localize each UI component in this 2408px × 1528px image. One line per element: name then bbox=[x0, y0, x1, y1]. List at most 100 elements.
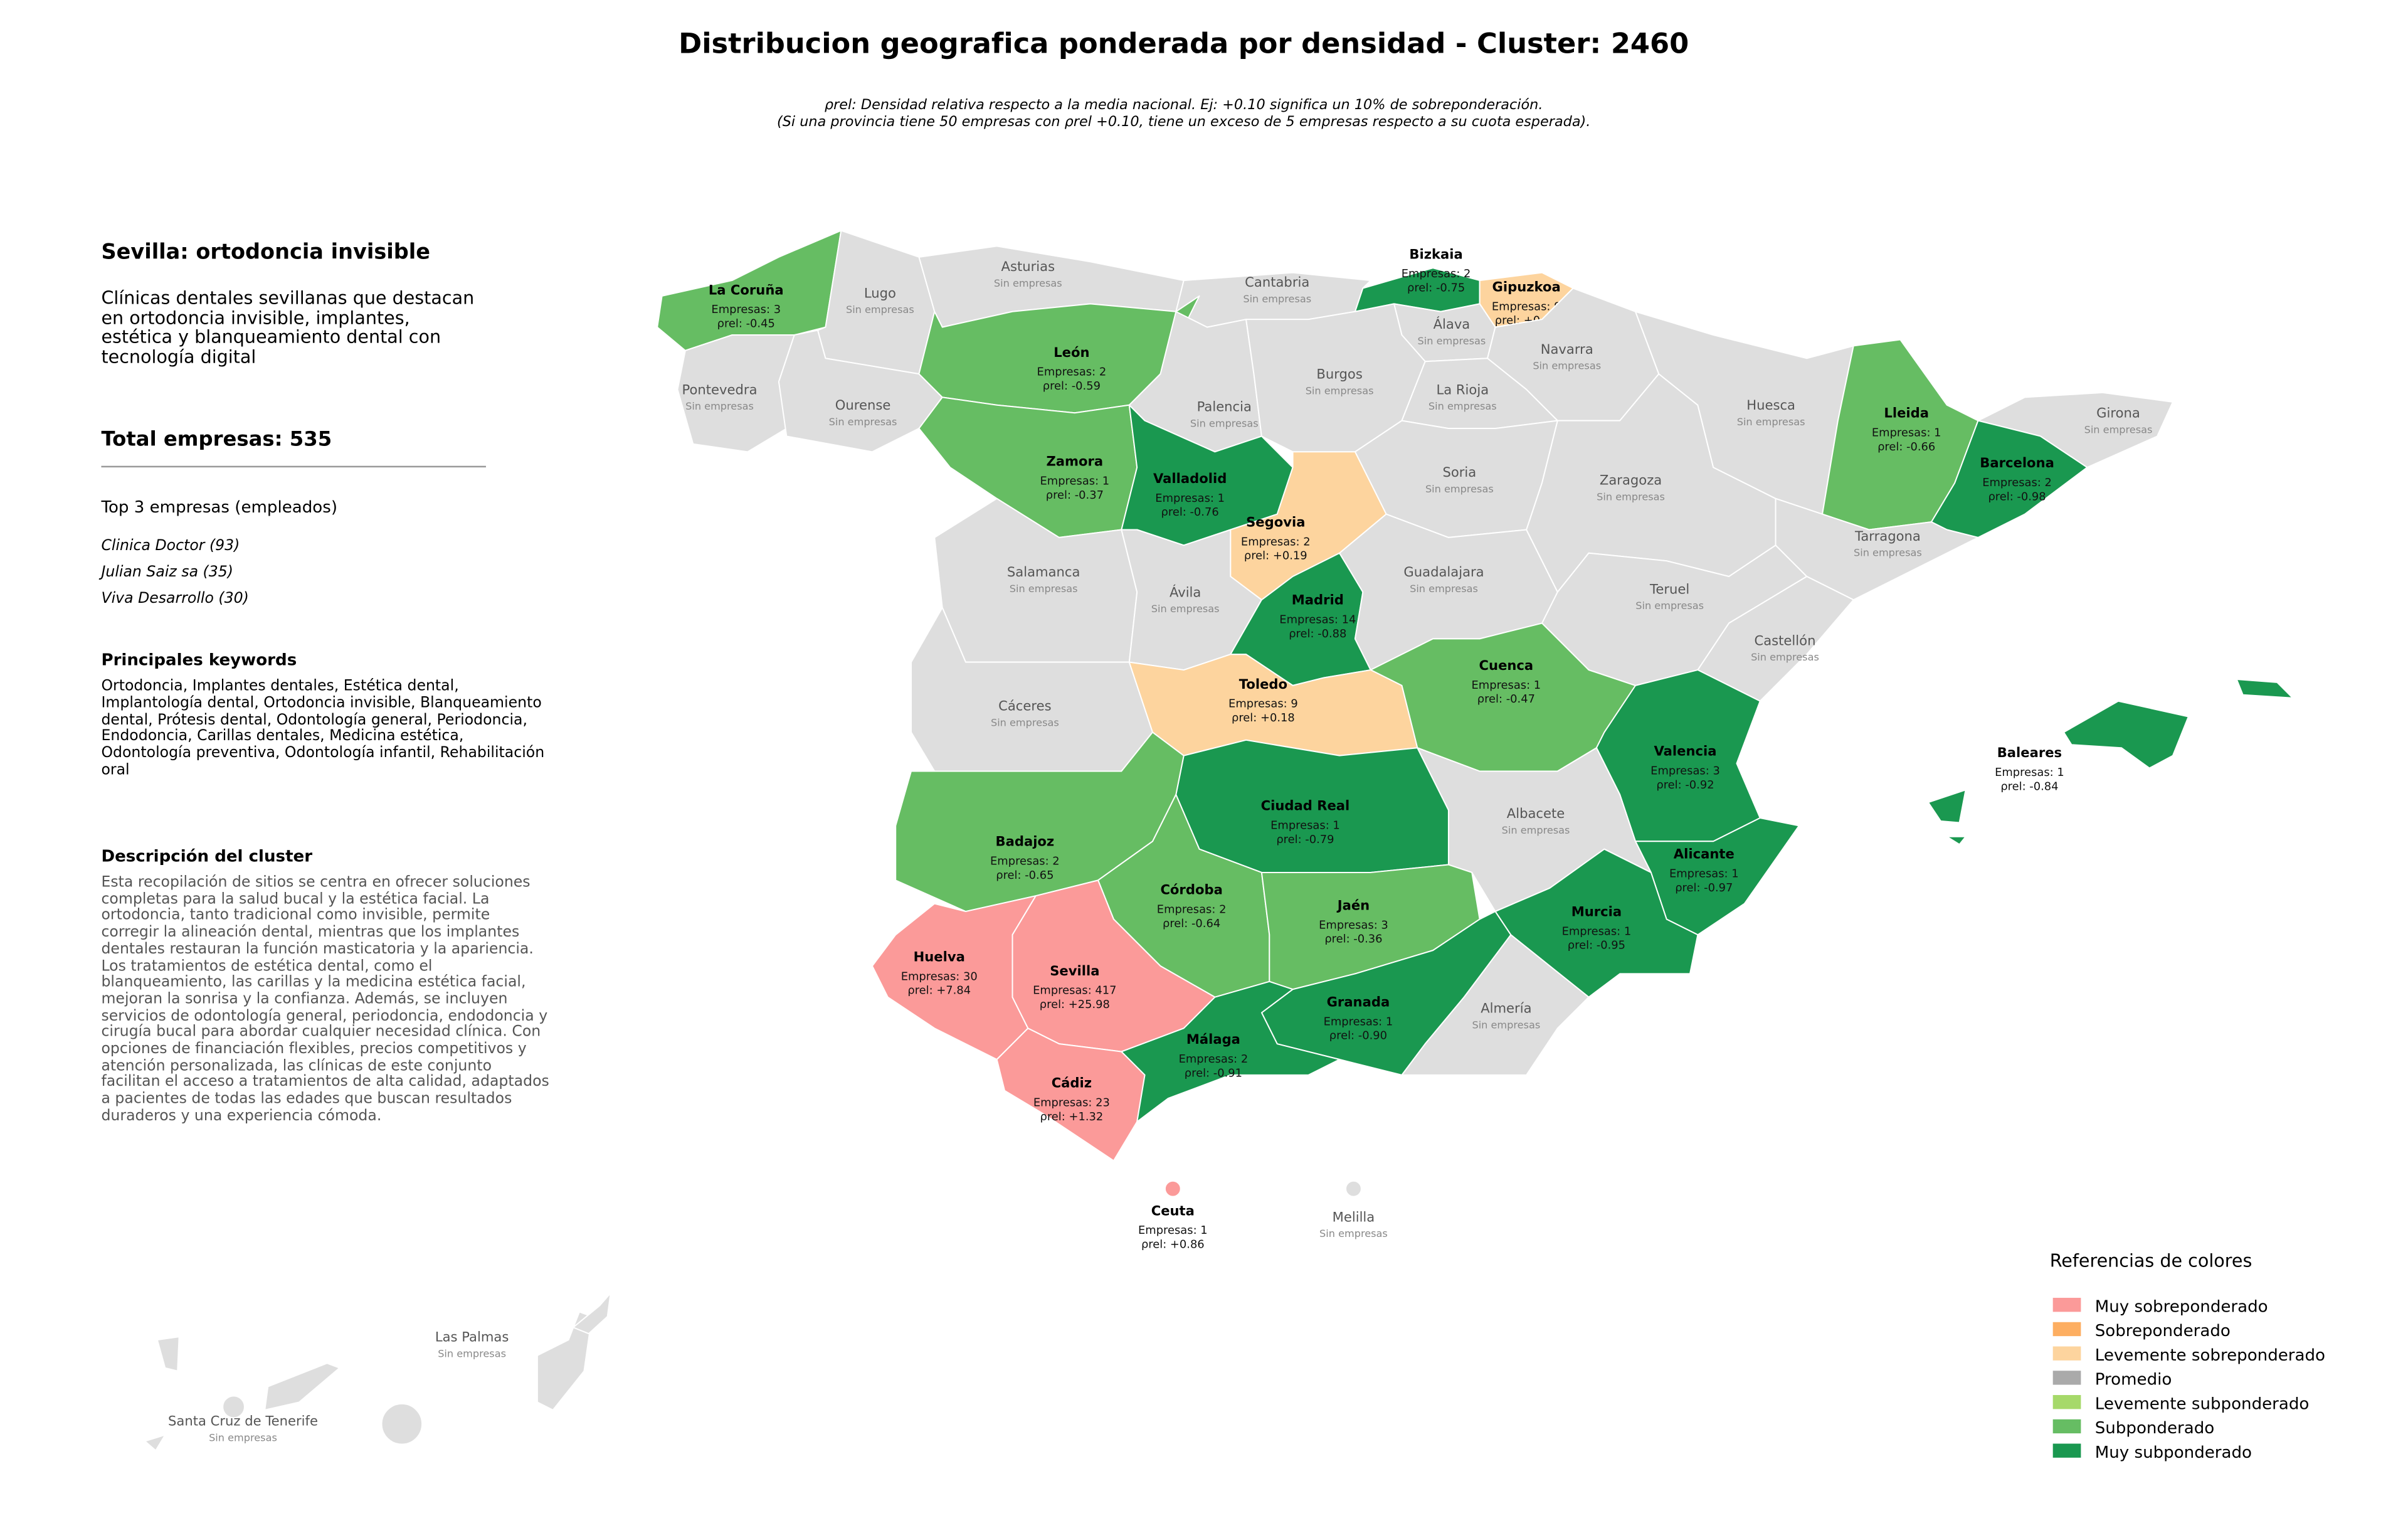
province-name: Badajoz bbox=[996, 834, 1055, 849]
province-status: Sin empresas bbox=[846, 304, 914, 316]
province-name: Málaga bbox=[1186, 1031, 1240, 1047]
province-name: Segovia bbox=[1246, 514, 1305, 530]
province-density: ρrel: -0.92 bbox=[1656, 778, 1714, 792]
province-density: ρrel: +0.18 bbox=[1232, 711, 1295, 724]
province-name: Granada bbox=[1327, 994, 1390, 1010]
province-status: Sin empresas bbox=[1533, 360, 1601, 372]
province-density: ρrel: -0.90 bbox=[1329, 1029, 1387, 1043]
top-item: Clinica Doctor (93) bbox=[101, 537, 240, 555]
subtitle: (Si una provincia tiene 50 empresas con … bbox=[777, 115, 1591, 131]
province-name: León bbox=[1054, 344, 1089, 360]
province-status: Sin empresas bbox=[994, 277, 1062, 289]
province-density: ρrel: +7.84 bbox=[907, 984, 971, 997]
legend-label: Muy sobreponderado bbox=[2095, 1297, 2268, 1316]
province-density: ρrel: -0.95 bbox=[1568, 939, 1625, 952]
province-count: Empresas: 23 bbox=[1033, 1096, 1110, 1110]
province-count: Empresas: 1 bbox=[1472, 679, 1541, 692]
province-density: ρrel: -0.97 bbox=[1675, 881, 1733, 894]
province-status: Sin empresas bbox=[1502, 824, 1570, 836]
legend-label: Muy subponderado bbox=[2095, 1443, 2252, 1462]
province-name: Ceuta bbox=[1151, 1202, 1195, 1218]
province-name: Alicante bbox=[1674, 846, 1735, 862]
province-name: Ciudad Real bbox=[1261, 798, 1350, 814]
province-density: ρrel: -0.79 bbox=[1276, 833, 1334, 846]
province-name: La Rioja bbox=[1436, 381, 1489, 397]
legend-title: Referencias de colores bbox=[2049, 1249, 2252, 1271]
province-density: ρrel: +0.19 bbox=[1244, 549, 1307, 563]
province-status: Sin empresas bbox=[1425, 483, 1494, 495]
province-density: ρrel: -0.66 bbox=[1877, 440, 1935, 454]
cluster-title: Descripción del cluster bbox=[101, 847, 313, 867]
province-density: ρrel: +1.32 bbox=[1040, 1110, 1104, 1123]
province-name: Toledo bbox=[1239, 676, 1287, 692]
province-name: Guadalajara bbox=[1403, 564, 1484, 580]
province bbox=[144, 1434, 166, 1451]
province-status: Sin empresas bbox=[1418, 335, 1486, 347]
subtitle: ρrel: Densidad relativa respecto a la me… bbox=[824, 98, 1543, 114]
province-density: ρrel: -0.65 bbox=[996, 869, 1054, 882]
province-density: ρrel: -0.47 bbox=[1477, 692, 1535, 706]
province bbox=[2236, 678, 2294, 699]
province-name: Madrid bbox=[1292, 592, 1344, 608]
province-name: Soria bbox=[1442, 464, 1476, 480]
legend-swatch bbox=[2052, 1443, 2081, 1458]
province-name: Bizkaia bbox=[1409, 246, 1462, 262]
sidebar-title: Sevilla: ortodoncia invisible bbox=[101, 240, 431, 265]
province bbox=[1345, 1180, 1362, 1197]
legend-label: Subponderado bbox=[2095, 1419, 2214, 1438]
province-count: Empresas: 1 bbox=[1324, 1015, 1393, 1028]
province-name: Almería bbox=[1481, 1000, 1531, 1016]
province bbox=[2063, 700, 2189, 769]
legend-swatch bbox=[2052, 1419, 2081, 1434]
province-density: ρrel: -0.88 bbox=[1289, 627, 1346, 640]
province-density: ρrel: -0.64 bbox=[1163, 917, 1220, 930]
province-name: Teruel bbox=[1649, 581, 1689, 597]
province-name: Castellón bbox=[1754, 632, 1815, 648]
province-name: Zamora bbox=[1046, 454, 1103, 469]
province-status: Sin empresas bbox=[1010, 583, 1078, 595]
province-density: ρrel: -0.37 bbox=[1046, 489, 1104, 502]
province-name: Cádiz bbox=[1052, 1075, 1092, 1091]
keywords: Ortodoncia, Implantes dentales, Estética… bbox=[101, 677, 545, 779]
province-status: Sin empresas bbox=[1243, 293, 1311, 305]
cluster-description: Esta recopilación de sitios se centra en… bbox=[101, 874, 549, 1125]
province-name: Cantabria bbox=[1245, 274, 1309, 290]
province bbox=[657, 230, 842, 351]
province-count: Empresas: 1 bbox=[1270, 819, 1340, 832]
top-title: Top 3 empresas (empleados) bbox=[101, 498, 338, 517]
province-name: Ávila bbox=[1170, 584, 1201, 600]
province-name: Burgos bbox=[1316, 366, 1362, 382]
province-status: Sin empresas bbox=[1306, 385, 1374, 396]
province-name: Huesca bbox=[1746, 397, 1795, 413]
province-count: Empresas: 2 bbox=[1037, 366, 1107, 379]
province-density: ρrel: -0.91 bbox=[1185, 1066, 1242, 1080]
province-status: Sin empresas bbox=[1151, 603, 1220, 615]
province-status: Sin empresas bbox=[1410, 583, 1478, 595]
province-name: Asturias bbox=[1001, 258, 1055, 274]
legend-swatch bbox=[2052, 1395, 2081, 1409]
province-count: Empresas: 417 bbox=[1033, 984, 1116, 997]
province-status: Sin empresas bbox=[991, 716, 1059, 728]
legend-swatch bbox=[2052, 1371, 2081, 1385]
province-name: Lleida bbox=[1884, 405, 1929, 421]
province-count: Empresas: 3 bbox=[1650, 764, 1720, 777]
province-name: Las Palmas bbox=[435, 1329, 509, 1345]
province-count: Empresas: 2 bbox=[1241, 535, 1311, 548]
province-count: Empresas: 1 bbox=[1138, 1224, 1208, 1237]
province-status: Sin empresas bbox=[829, 416, 897, 428]
province-status: Sin empresas bbox=[1319, 1228, 1388, 1239]
province-density: ρrel: -0.36 bbox=[1324, 933, 1382, 946]
legend-label: Levemente sobreponderado bbox=[2095, 1346, 2325, 1365]
province bbox=[573, 1292, 611, 1335]
province-name: Lugo bbox=[864, 285, 896, 300]
province-status: Sin empresas bbox=[685, 400, 754, 412]
title: Distribucion geografica ponderada por de… bbox=[679, 28, 1689, 61]
province bbox=[1164, 1180, 1181, 1197]
province-density: ρrel: +0.86 bbox=[1141, 1238, 1205, 1251]
province-name: Navarra bbox=[1541, 341, 1593, 357]
province-name: Baleares bbox=[1997, 745, 2062, 760]
province bbox=[1401, 934, 1590, 1076]
province-status: Sin empresas bbox=[1854, 547, 1922, 559]
